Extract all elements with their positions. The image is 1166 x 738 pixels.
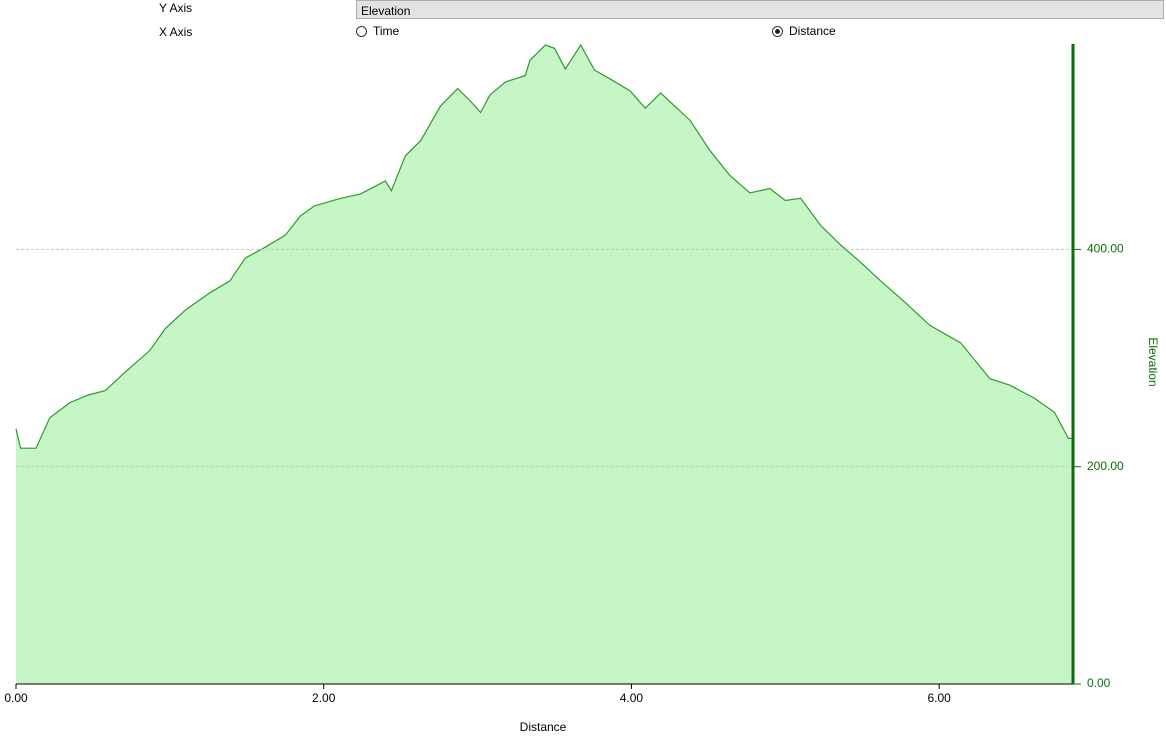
radio-dot[interactable]	[772, 25, 783, 37]
radio-option[interactable]: Time	[356, 24, 399, 38]
y-axis-select[interactable]: Elevation	[356, 0, 1164, 19]
x-tick-label: 6.00	[927, 691, 951, 705]
y-tick-label: 200.00	[1087, 459, 1124, 473]
x-axis-label: X Axis	[159, 25, 193, 39]
x-tick-label: 2.00	[312, 691, 336, 705]
x-tick-label: 0.00	[4, 691, 28, 705]
radio-label: Distance	[789, 24, 836, 38]
area	[16, 45, 1073, 685]
radio-label: Time	[373, 24, 400, 38]
line	[15, 43, 1073, 449]
x-tick-label: 4.00	[620, 691, 644, 705]
y-axis-title: Elevation	[1146, 337, 1160, 386]
radio-option[interactable]: Distance	[772, 24, 836, 38]
radio-dot[interactable]	[356, 25, 367, 37]
y-tick-label: 0.00	[1087, 676, 1111, 690]
x-axis-title: Distance	[520, 720, 567, 734]
y-tick-label: 400.00	[1087, 242, 1124, 256]
y-axis-label: Y Axis	[159, 1, 193, 15]
